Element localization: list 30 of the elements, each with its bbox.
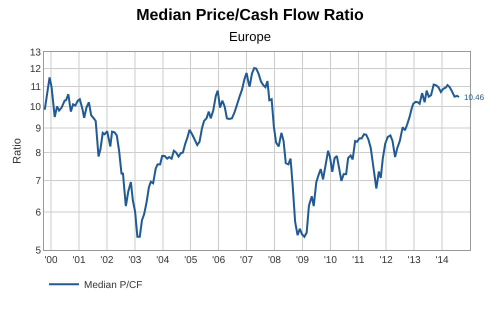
y-tick-label: 6: [35, 208, 42, 219]
y-axis-title: Ratio: [12, 138, 24, 164]
x-tick-label: '02: [100, 255, 114, 266]
y-tick-label: 5: [35, 246, 42, 256]
y-tick-label: 7: [35, 176, 42, 187]
y-tick-label: 8: [35, 148, 42, 160]
chart-title: Median Price/Cash Flow Ratio: [136, 7, 364, 24]
y-tick-label: 13: [30, 48, 42, 58]
x-tick-label: '03: [128, 255, 142, 266]
x-tick-label: '05: [184, 255, 198, 266]
x-tick-label: '07: [240, 255, 254, 266]
x-tick-label: '12: [380, 255, 394, 266]
y-tick-label: 10: [30, 102, 42, 113]
x-tick-label: '11: [352, 255, 365, 266]
x-tick-label: '13: [408, 255, 422, 266]
y-tick-label: 12: [30, 64, 42, 76]
x-tick-label: '06: [212, 255, 226, 266]
chart-subtitle: Europe: [229, 29, 271, 44]
x-tick-label: '09: [296, 255, 310, 266]
line-series: [44, 67, 460, 238]
annotation: 10.46: [464, 93, 485, 102]
x-tick-label: '01: [72, 255, 86, 266]
legend-label: Median P/CF: [84, 280, 142, 292]
x-tick-label: '08: [268, 255, 282, 266]
y-tick-label: 9: [35, 124, 42, 135]
x-tick-label: '00: [44, 255, 58, 266]
x-tick-label: '14: [436, 255, 450, 266]
x-tick-label: '04: [156, 255, 170, 266]
x-tick-label: '10: [324, 255, 338, 266]
y-tick-label: 11: [30, 82, 42, 94]
